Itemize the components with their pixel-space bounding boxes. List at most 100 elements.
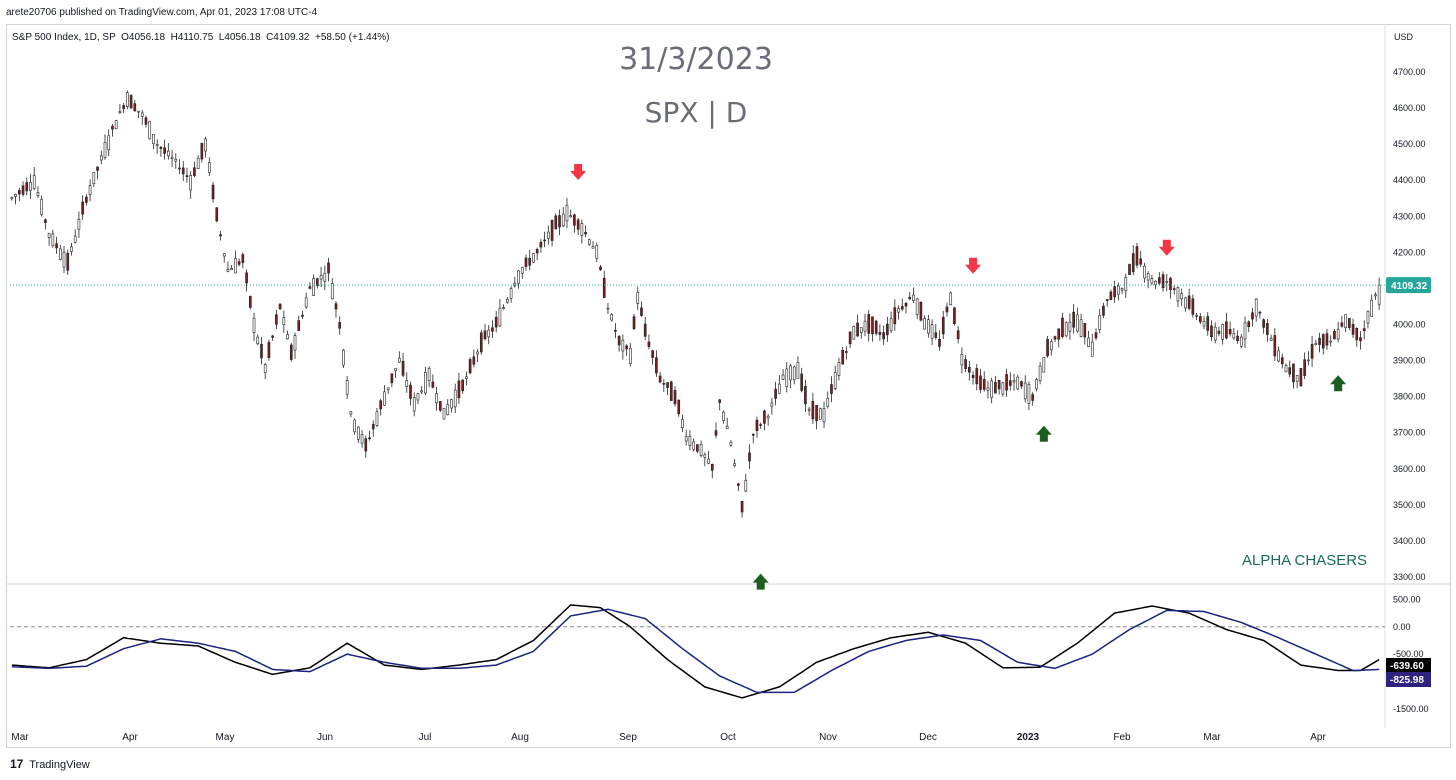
candle — [230, 268, 233, 271]
candle — [1161, 274, 1165, 289]
candle — [748, 452, 751, 462]
candle — [882, 332, 885, 340]
price-tick-label: 3600.00 — [1393, 464, 1426, 474]
candle — [587, 239, 591, 245]
candle — [1098, 315, 1102, 330]
candle — [29, 181, 32, 191]
candle — [535, 249, 539, 254]
candle — [979, 375, 982, 390]
candle — [614, 329, 617, 332]
candle — [1351, 324, 1355, 335]
candle — [789, 365, 792, 381]
time-axis-label: Feb — [1113, 732, 1131, 743]
candle — [14, 194, 17, 197]
candle — [1325, 333, 1329, 346]
price-tick-label: 3800.00 — [1393, 392, 1426, 402]
candle — [923, 317, 926, 330]
candle — [256, 336, 260, 345]
candle — [278, 303, 282, 310]
candle — [1251, 312, 1254, 320]
candle — [897, 308, 900, 313]
candle — [934, 332, 938, 338]
candle — [1135, 246, 1139, 266]
currency-label: USD — [1394, 32, 1414, 42]
candle — [92, 172, 96, 185]
candle — [1008, 380, 1012, 386]
candle — [852, 326, 856, 340]
candle — [1090, 341, 1094, 357]
candle — [1023, 382, 1027, 400]
candle — [129, 95, 133, 109]
candle — [953, 307, 956, 325]
oscillator-tick-label: 0.00 — [1393, 622, 1411, 632]
candle — [830, 384, 833, 394]
candle — [96, 166, 99, 171]
candle — [718, 399, 722, 403]
candle — [643, 323, 647, 337]
candle — [107, 135, 111, 151]
candle — [1150, 278, 1154, 284]
candle — [1176, 287, 1180, 302]
candle — [770, 402, 774, 407]
candle — [845, 351, 848, 353]
candle — [1105, 299, 1109, 301]
candle — [867, 314, 871, 334]
candle — [1087, 337, 1090, 348]
candle — [491, 327, 494, 332]
candle — [774, 388, 777, 399]
candle — [912, 294, 915, 301]
candle — [1377, 284, 1381, 305]
candle — [237, 261, 241, 265]
candle — [487, 329, 491, 338]
candle — [394, 368, 397, 372]
candle — [818, 408, 822, 420]
candle — [308, 286, 312, 289]
candle — [1139, 258, 1143, 265]
candle — [420, 390, 423, 393]
candle — [975, 368, 979, 385]
oscillator-tick-label: 500.00 — [1393, 594, 1421, 604]
candle — [36, 192, 40, 196]
candle — [699, 444, 703, 456]
candle — [800, 373, 804, 391]
candle — [1012, 380, 1016, 383]
candle — [163, 147, 166, 154]
candle — [312, 278, 315, 296]
candle — [677, 399, 681, 415]
candle — [606, 307, 610, 310]
candle — [781, 374, 785, 380]
oscillator-value-badge — [1386, 672, 1431, 687]
candle — [196, 157, 200, 169]
candle — [85, 196, 88, 203]
candle — [837, 362, 841, 376]
candle — [811, 401, 815, 420]
candle — [647, 341, 651, 347]
candle — [144, 117, 148, 125]
candle — [401, 361, 405, 376]
candle — [412, 397, 416, 412]
candle — [733, 463, 736, 466]
candle — [1336, 329, 1340, 340]
candle — [479, 332, 483, 353]
candle — [1035, 379, 1038, 390]
candle — [681, 419, 684, 428]
candle — [88, 185, 92, 195]
candle — [271, 335, 274, 338]
candle — [722, 411, 725, 421]
time-axis-label: Mar — [11, 732, 29, 743]
candle — [513, 282, 517, 287]
candle — [133, 103, 137, 112]
candle — [886, 323, 889, 336]
candle — [286, 334, 289, 340]
candle — [58, 248, 62, 260]
candle — [915, 298, 919, 315]
candle — [804, 385, 807, 405]
candle — [1180, 293, 1184, 300]
candle — [669, 381, 673, 401]
candle — [506, 298, 509, 303]
candle — [595, 245, 599, 259]
candle — [1210, 325, 1213, 337]
candle — [1269, 337, 1273, 341]
candle — [1068, 321, 1072, 332]
